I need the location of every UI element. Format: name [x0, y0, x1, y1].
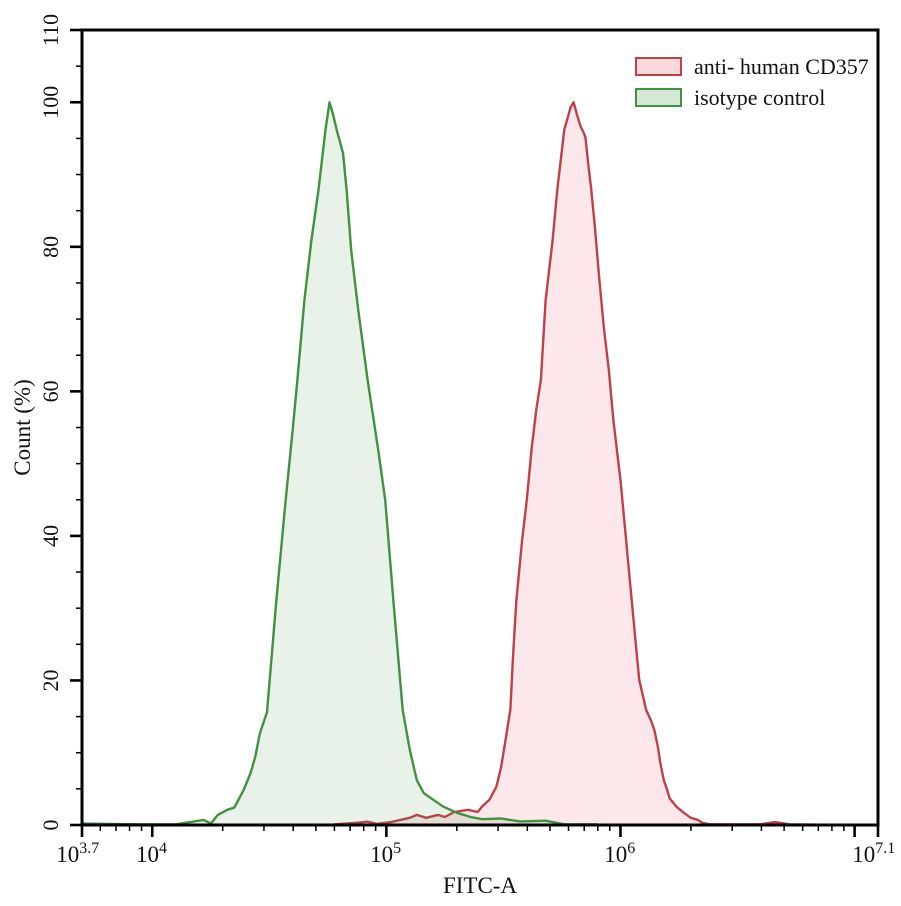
y-tick-label: 20 — [38, 669, 63, 691]
legend-label-1: isotype control — [694, 85, 825, 110]
y-axis: 0 20 40 60 80 100 110 — [38, 14, 82, 831]
x-tick-label: 103.7 — [56, 840, 99, 867]
y-tick-label: 80 — [38, 236, 63, 258]
x-tick-label: 106 — [604, 840, 635, 867]
y-tick-label: 60 — [38, 380, 63, 402]
series-line-1 — [80, 101, 599, 826]
x-tick-label: 107.1 — [852, 840, 895, 867]
legend-swatch-0 — [635, 57, 682, 76]
y-tick-label: 100 — [38, 86, 63, 119]
y-tick-label: 40 — [38, 525, 63, 547]
x-tick-label: 105 — [370, 840, 401, 867]
y-tick-label: 110 — [38, 14, 63, 46]
x-axis-title: FITC-A — [443, 873, 518, 898]
legend-label-0: anti- human CD357 — [694, 54, 869, 79]
series-fill-1 — [82, 102, 598, 826]
legend: anti- human CD357 isotype control — [635, 54, 869, 110]
legend-swatch-1 — [635, 88, 682, 107]
x-axis: 103.7 104 105 106 107.1 — [56, 825, 895, 867]
y-tick-label: 0 — [38, 820, 63, 831]
series-layer — [80, 101, 845, 827]
plot-frame — [80, 28, 880, 827]
series-fill-0 — [334, 102, 843, 826]
x-tick-label: 104 — [136, 840, 167, 867]
y-axis-title: Count (%) — [10, 379, 35, 475]
